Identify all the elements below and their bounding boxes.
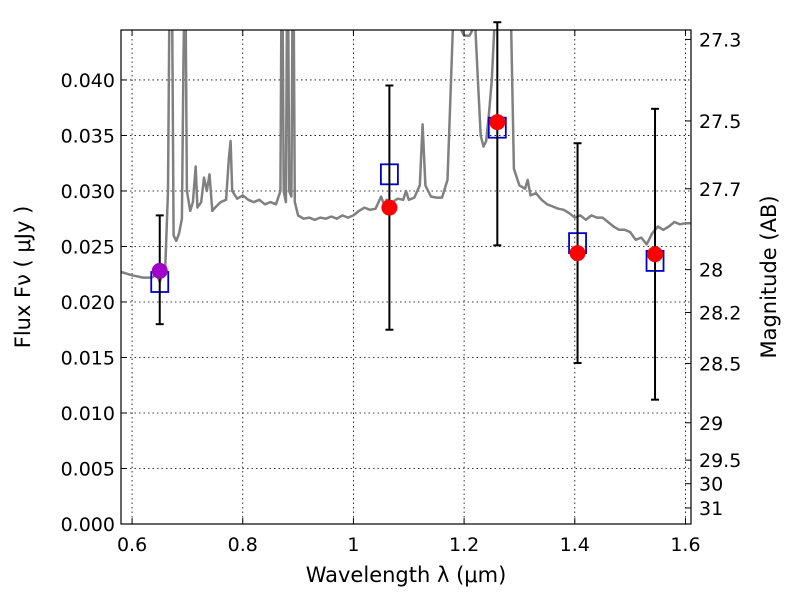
photometry-points — [150, 21, 665, 401]
observed-point — [489, 114, 506, 131]
x-axis-label: Wavelength λ (μm) — [306, 563, 507, 587]
y2-tick-label: 29.5 — [699, 450, 741, 472]
plot-frame — [120, 29, 692, 525]
y-axis-label: Flux Fν ( μJy ) — [11, 206, 35, 349]
x-tick-label: 0.6 — [117, 534, 147, 556]
x-tick-label: 1.6 — [670, 534, 700, 556]
y2-tick-label: 30 — [699, 474, 723, 496]
y-tick-label: 0.015 — [61, 347, 115, 369]
y2-tick-label: 31 — [699, 498, 723, 520]
observed-point — [381, 199, 398, 216]
y-tick-label: 0.035 — [61, 125, 115, 147]
y2-tick-label: 28 — [699, 260, 723, 282]
x-tick-label: 1.2 — [449, 534, 479, 556]
y-tick-label: 0.020 — [61, 292, 115, 314]
y-tick-label: 0.010 — [61, 403, 115, 425]
y2-tick-label: 27.7 — [699, 179, 741, 201]
y-tick-label: 0.040 — [61, 70, 115, 92]
y2-tick-label: 29 — [699, 413, 723, 435]
x-tick-label: 0.8 — [228, 534, 258, 556]
observed-point — [151, 262, 168, 279]
y2-tick-label: 27.5 — [699, 111, 741, 133]
y2-axis-label: Magnitude (AB) — [757, 195, 781, 358]
y-tick-label: 0.000 — [61, 514, 115, 536]
y-tick-label: 0.030 — [61, 181, 115, 203]
observed-point — [647, 246, 664, 263]
axis-ticks: 0.6 0.8 1 1.2 1.4 1.6 0.000 0.005 0.010 0.015 0.02… — [61, 29, 742, 556]
x-tick-label: 1 — [347, 534, 359, 556]
y2-tick-label: 28.2 — [699, 302, 741, 324]
y2-tick-label: 28.5 — [699, 354, 741, 376]
y2-tick-label: 27.3 — [699, 29, 741, 51]
y-tick-label: 0.025 — [61, 236, 115, 258]
x-tick-label: 1.4 — [560, 534, 590, 556]
observed-point — [569, 245, 586, 262]
y-tick-label: 0.005 — [61, 458, 115, 480]
